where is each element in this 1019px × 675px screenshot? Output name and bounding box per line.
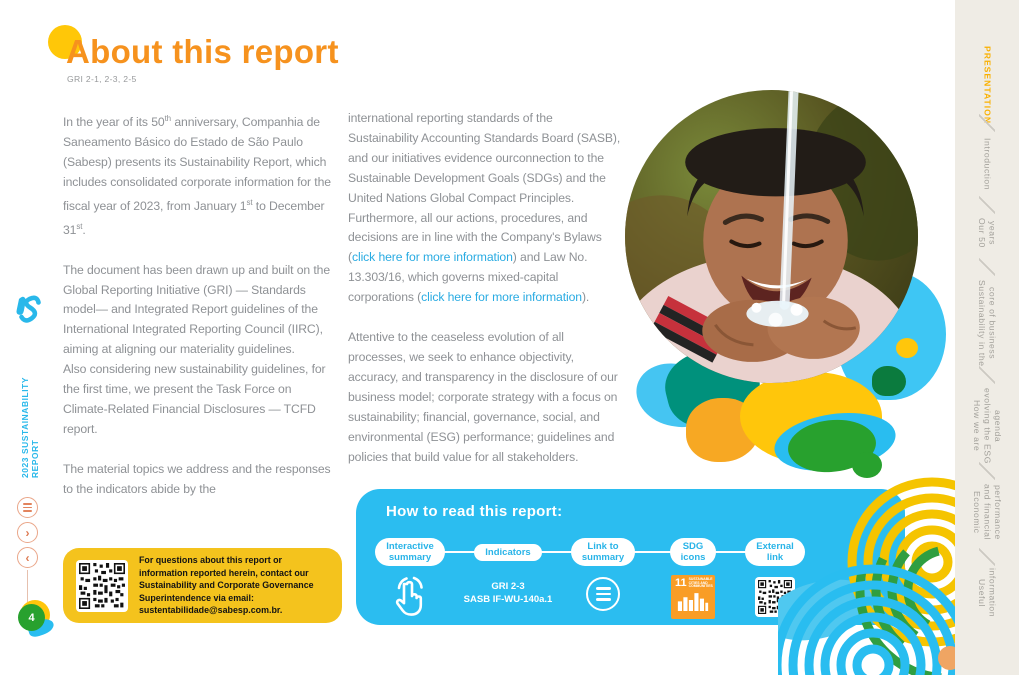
qr-code-icon <box>755 577 795 617</box>
step-pill: Indicators <box>474 543 542 561</box>
menu-button[interactable] <box>17 497 38 518</box>
step-external-link: External link <box>720 535 830 617</box>
paragraph: The document has been drawn up and built… <box>63 262 331 357</box>
title-accent-dot <box>48 25 82 59</box>
decor-blob-darkgreen <box>872 366 906 396</box>
step-link-to-summary: Link to summary <box>548 535 658 611</box>
section-nav: PRESENTATION Introduction Our 50 years S… <box>955 0 1019 675</box>
nav-divider <box>979 196 995 214</box>
nav-divider <box>979 548 995 566</box>
contact-box: For questions about this report or infor… <box>63 548 342 623</box>
prev-page-button[interactable]: ‹ <box>17 547 38 568</box>
next-page-button[interactable]: › <box>17 522 38 543</box>
nav-item-our-50-years[interactable]: Our 50 years <box>977 218 998 248</box>
step-sdg-icons: SDG icons 11 SUSTAINABLE CITIES AND COMM… <box>638 535 748 619</box>
paragraph: For questions about this report or infor… <box>139 555 314 616</box>
paragraph: The material topics we address and the r… <box>63 461 331 496</box>
sdg-buildings-glyph <box>677 592 709 611</box>
step-interactive-summary: Interactive summary <box>355 535 465 624</box>
contact-text: For questions about this report or infor… <box>139 554 329 617</box>
step-pill: External link <box>745 538 805 566</box>
decor-blob-green-dot <box>852 452 882 478</box>
body-column-1: In the year of its 50th anniversary, Com… <box>63 109 336 500</box>
nav-divider <box>979 258 995 276</box>
left-rail: 2023 SUSTAINABILITY REPORT › ‹ 4 <box>0 0 60 675</box>
nav-item-useful-information[interactable]: Useful information <box>977 568 998 618</box>
hamburger-icon <box>23 503 32 505</box>
how-to-title: How to read this report: <box>386 503 563 520</box>
nav-item-economic-performance[interactable]: Economic and financial performance <box>971 484 1003 541</box>
page-title: About this report <box>66 33 339 70</box>
nav-divider <box>979 366 995 384</box>
paragraph: Also considering new sustainability guid… <box>63 362 326 436</box>
indicators-caption: GRI 2-3 SASB IF-WU-140a.1 <box>463 581 553 605</box>
nav-item-esg-agenda[interactable]: How we are evolving the ESG agenda <box>971 388 1003 464</box>
inline-link[interactable]: click here for more information <box>421 290 582 305</box>
summary-list-icon <box>586 577 620 611</box>
sdg-11-tile-icon: 11 SUSTAINABLE CITIES AND COMMUNITIES <box>671 575 715 619</box>
step-pill: Interactive summary <box>375 538 445 566</box>
decor-blob-yellow-dot <box>896 338 918 358</box>
nav-connector-line <box>27 570 28 602</box>
sdg-title: SUSTAINABLE CITIES AND COMMUNITIES <box>688 577 713 589</box>
report-vertical-label: 2023 SUSTAINABILITY REPORT <box>20 377 40 478</box>
step-indicators: Indicators GRI 2-3 SASB IF-WU-140a.1 <box>453 535 563 606</box>
nav-item-presentation[interactable]: PRESENTATION <box>982 46 993 125</box>
qr-code-icon <box>76 559 128 612</box>
nav-divider <box>979 114 995 132</box>
step-pill: SDG icons <box>669 538 717 566</box>
body-column-2: international reporting standards of the… <box>348 109 625 467</box>
step-pill: Link to summary <box>570 538 636 566</box>
hero-photo-boy-drinking-water <box>625 90 918 383</box>
page-number-badge: 4 <box>12 598 56 642</box>
paragraph: Attentive to the ceaseless evolution of … <box>348 330 618 464</box>
chevron-right-icon: › <box>25 525 30 540</box>
sabesp-logo <box>14 294 41 333</box>
sdg-number: 11 <box>675 577 687 589</box>
gri-reference: GRI 2-1, 2-3, 2-5 <box>67 74 137 84</box>
nav-item-sustainability-core[interactable]: Sustainability in the core of business <box>977 280 998 367</box>
nav-divider <box>979 462 995 480</box>
nav-item-introduction[interactable]: Introduction <box>982 138 993 191</box>
how-to-read-box: How to read this report: Interactive sum… <box>356 489 905 625</box>
paragraph: In the year of its 50th anniversary, Com… <box>63 114 331 237</box>
inline-link[interactable]: click here for more information <box>351 250 513 265</box>
chevron-left-icon: ‹ <box>25 550 30 565</box>
tap-hand-icon <box>390 573 430 624</box>
page-number: 4 <box>18 604 45 631</box>
paragraph: international reporting standards of the… <box>348 111 621 305</box>
